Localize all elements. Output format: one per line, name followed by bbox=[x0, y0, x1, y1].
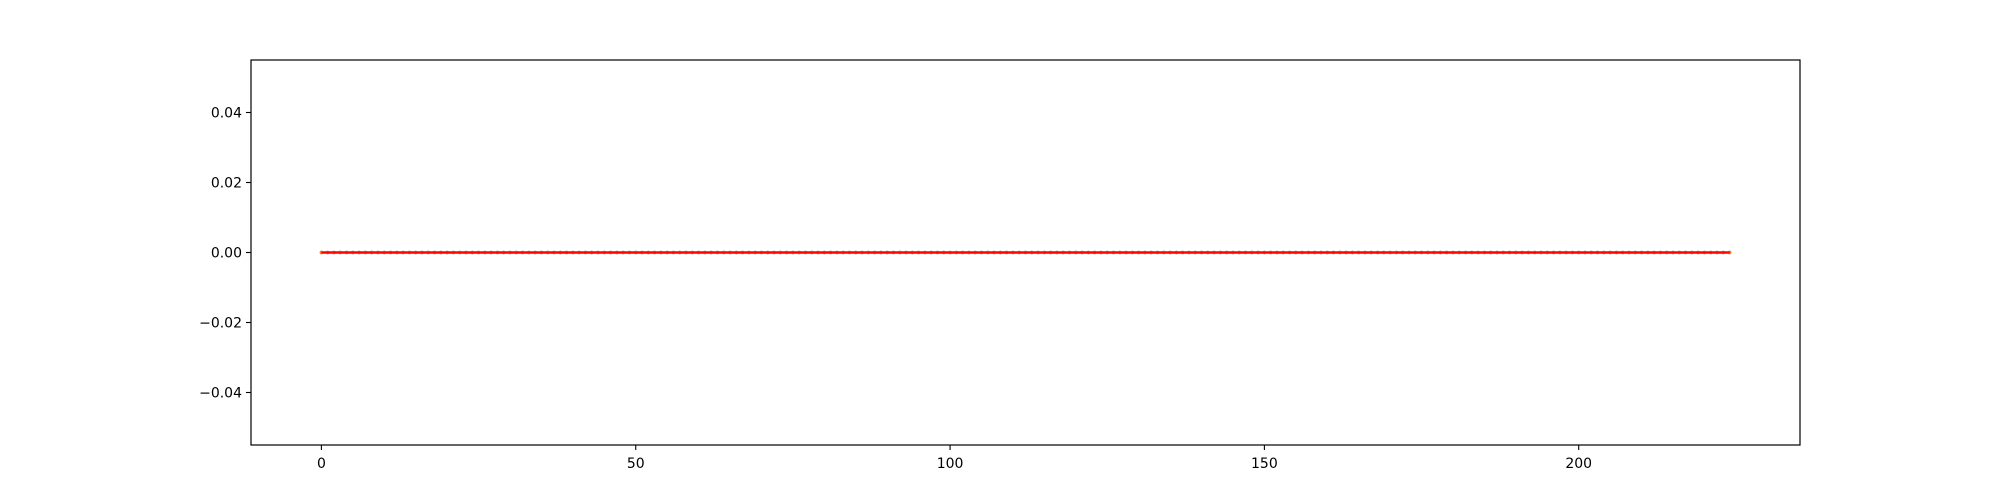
series-layer bbox=[319, 250, 1732, 255]
x-tick-label: 50 bbox=[627, 456, 645, 472]
y-axis: −0.04 −0.02 0.00 0.02 0.04 bbox=[199, 106, 251, 402]
y-tick-label: −0.04 bbox=[199, 386, 242, 402]
y-tick-label: 0.00 bbox=[211, 246, 242, 262]
y-tick-label: 0.02 bbox=[211, 176, 242, 192]
x-tick-label: 150 bbox=[1251, 456, 1278, 472]
x-tick-label: 100 bbox=[937, 456, 964, 472]
x-axis: 0 50 100 150 200 bbox=[317, 445, 1592, 472]
y-tick-label: −0.02 bbox=[199, 316, 242, 332]
y-tick-label: 0.04 bbox=[211, 106, 242, 122]
x-tick-label: 200 bbox=[1565, 456, 1592, 472]
x-tick-label: 0 bbox=[317, 456, 326, 472]
